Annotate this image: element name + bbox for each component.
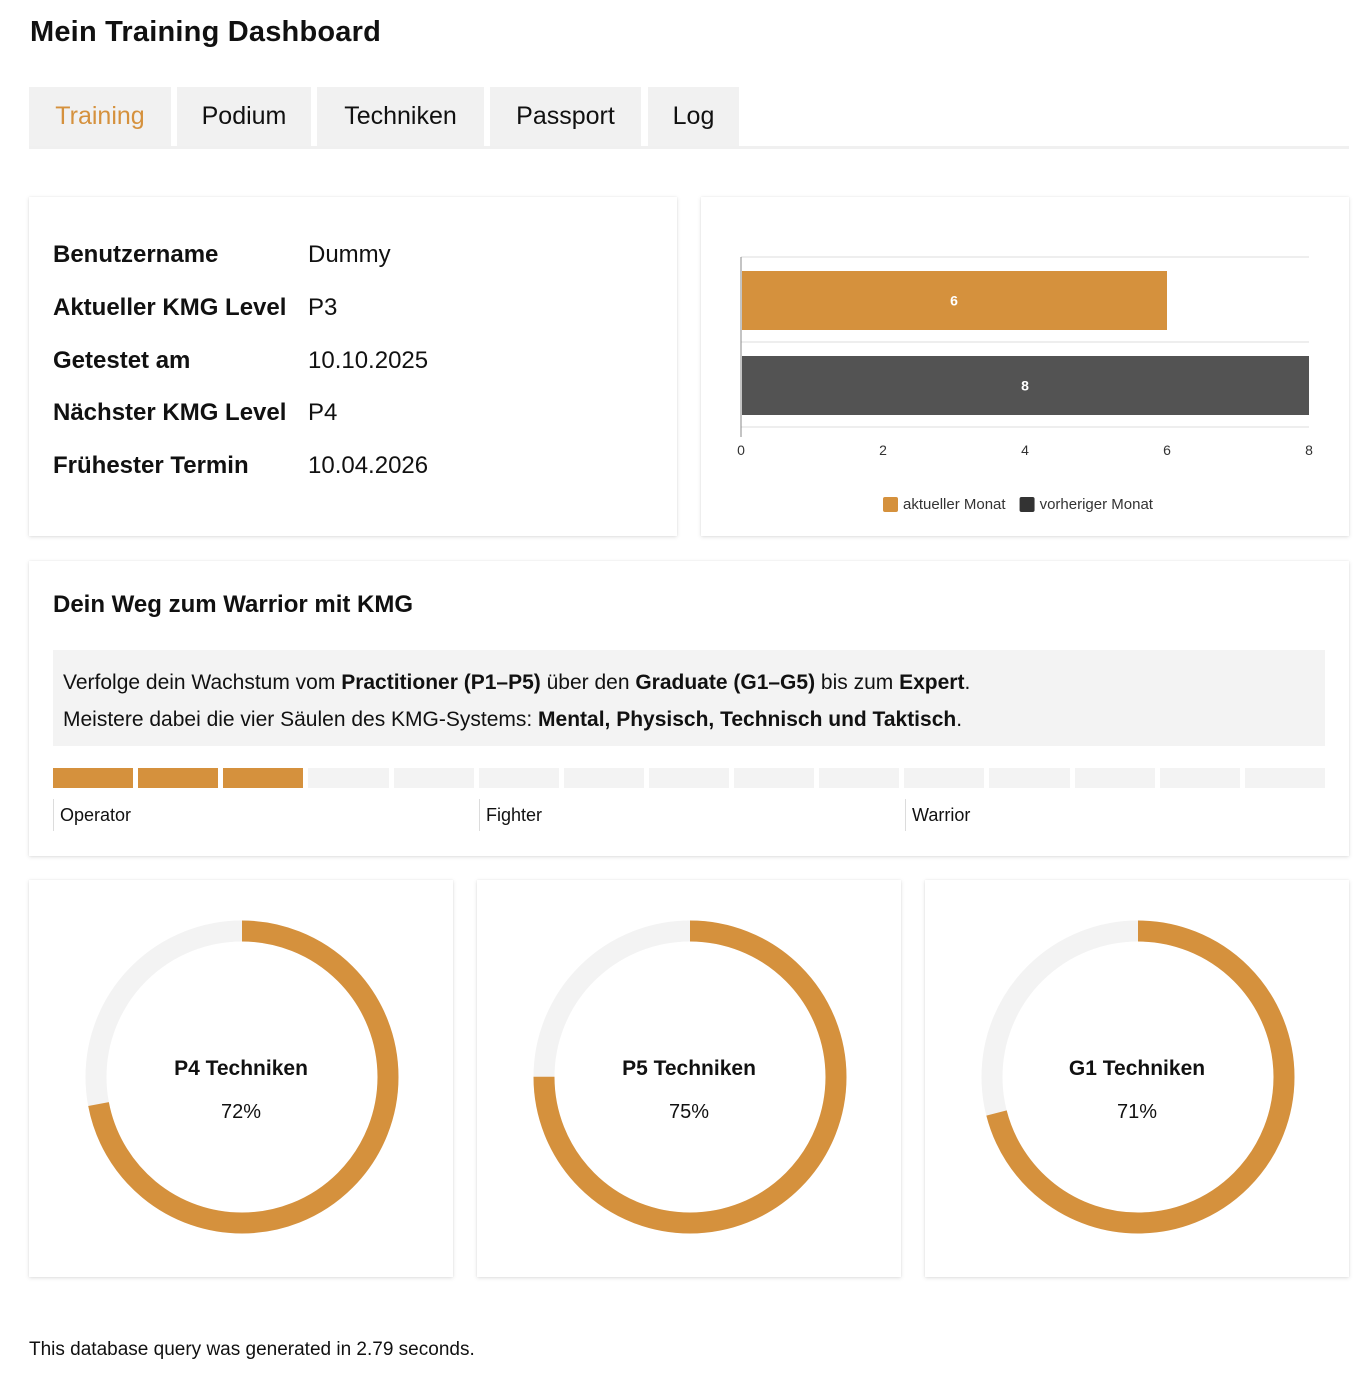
username-label: Benutzername [53, 241, 219, 268]
description-line-1: Verfolge dein Wachstum vom Practitioner … [63, 664, 1315, 701]
level-segment [53, 768, 134, 788]
profile-card: Benutzername Dummy Aktueller KMG Level P… [29, 197, 677, 536]
bar-previous-month[interactable] [742, 356, 1309, 415]
donut-title: P5 Techniken [622, 1057, 756, 1080]
x-tick-label: 2 [879, 442, 887, 458]
tab-podium[interactable]: Podium [177, 87, 311, 146]
training-chart-card: 6 8 0 2 4 6 8 aktueller Monat vorheriger Monat [701, 197, 1349, 536]
training-bar-chart: 6 8 0 2 4 6 8 aktueller Monat vorheriger Monat [737, 256, 1313, 513]
page-title: Mein Training Dashboard [30, 16, 382, 48]
tested-on-label: Getestet am [53, 347, 191, 374]
text-segment: Verfolge dein Wachstum vom [63, 671, 342, 694]
donut-progress-arc [85, 920, 399, 1234]
donut-percent: 72% [220, 1101, 262, 1123]
text-segment: bis zum [815, 671, 900, 694]
level-segment [308, 768, 389, 788]
donut-percent: 75% [668, 1101, 710, 1123]
level-segment [734, 768, 815, 788]
level-segment [563, 768, 644, 788]
level-segment [1159, 768, 1240, 788]
expert-highlight: Expert [899, 671, 965, 694]
level-segment [478, 768, 559, 788]
tab-log[interactable]: Log [648, 87, 739, 146]
username-value: Dummy [308, 241, 391, 268]
tab-training[interactable]: Training [29, 87, 171, 146]
g1-progress-ring [981, 920, 1295, 1234]
pillars-highlight: Mental, Physisch, Technisch und Taktisch [538, 708, 957, 731]
warrior-path-title: Dein Weg zum Warrior mit KMG [53, 591, 414, 618]
description-line-2: Meistere dabei die vier Säulen des KMG-S… [63, 701, 1315, 738]
next-level-label: Nächster KMG Level [53, 399, 287, 426]
text-segment: über den [540, 671, 636, 694]
level-segment [648, 768, 730, 788]
donut-progress-arc [533, 920, 847, 1234]
x-tick-label: 4 [1021, 442, 1029, 458]
bar-value-label: 6 [950, 293, 958, 309]
x-tick-label: 6 [1163, 442, 1171, 458]
practitioner-highlight: Practitioner (P1–P5) [341, 671, 541, 694]
legend-label[interactable]: vorheriger Monat [1040, 496, 1154, 513]
graduate-highlight: Graduate (G1–G5) [635, 671, 816, 694]
milestone-operator: Operator [53, 799, 131, 831]
tab-bar: Training Podium Techniken Passport Log [29, 87, 1349, 149]
legend-swatch [1019, 497, 1035, 512]
level-segment [904, 768, 985, 788]
text-segment: . [964, 671, 971, 694]
earliest-date-value: 10.04.2026 [308, 452, 429, 479]
earliest-date-label: Frühester Termin [53, 452, 249, 479]
tab-techniken[interactable]: Techniken [317, 87, 484, 146]
level-segment [1074, 768, 1155, 788]
level-segment [393, 768, 474, 788]
milestone-fighter: Fighter [479, 799, 542, 831]
warrior-path-card: Dein Weg zum Warrior mit KMG Verfolge de… [29, 561, 1349, 856]
donut-title: G1 Techniken [1068, 1057, 1206, 1080]
x-tick-label: 0 [737, 442, 745, 458]
donut-card-p5: P5 Techniken 75% [477, 880, 901, 1277]
legend-swatch [883, 497, 898, 512]
donut-card-g1: G1 Techniken 71% [925, 880, 1349, 1277]
level-segment [989, 768, 1070, 788]
donut-percent: 71% [1116, 1101, 1158, 1123]
legend-label[interactable]: aktueller Monat [903, 496, 1006, 513]
donut-title: P4 Techniken [174, 1057, 308, 1080]
query-time-footer: This database query was generated in 2.7… [29, 1339, 475, 1360]
level-segment [819, 768, 900, 788]
level-segment [138, 768, 219, 788]
level-segment [1244, 768, 1325, 788]
p4-progress-ring [85, 920, 399, 1234]
tested-on-value: 10.10.2025 [308, 347, 429, 374]
tab-passport[interactable]: Passport [490, 87, 641, 146]
text-segment: Meistere dabei die vier Säulen des KMG-S… [63, 708, 539, 731]
donut-progress-arc [981, 920, 1295, 1234]
x-tick-label: 8 [1305, 442, 1313, 458]
level-segment [223, 768, 304, 788]
p5-progress-ring [533, 920, 847, 1234]
milestone-warrior: Warrior [905, 799, 970, 831]
warrior-path-description: Verfolge dein Wachstum vom Practitioner … [53, 650, 1325, 746]
current-level-value: P3 [308, 294, 338, 321]
bar-current-month[interactable] [742, 271, 1167, 330]
current-level-label: Aktueller KMG Level [53, 294, 287, 321]
donut-card-p4: P4 Techniken 72% [29, 880, 453, 1277]
text-segment: . [956, 708, 963, 731]
next-level-value: P4 [308, 399, 338, 426]
bar-value-label: 8 [1021, 378, 1029, 394]
